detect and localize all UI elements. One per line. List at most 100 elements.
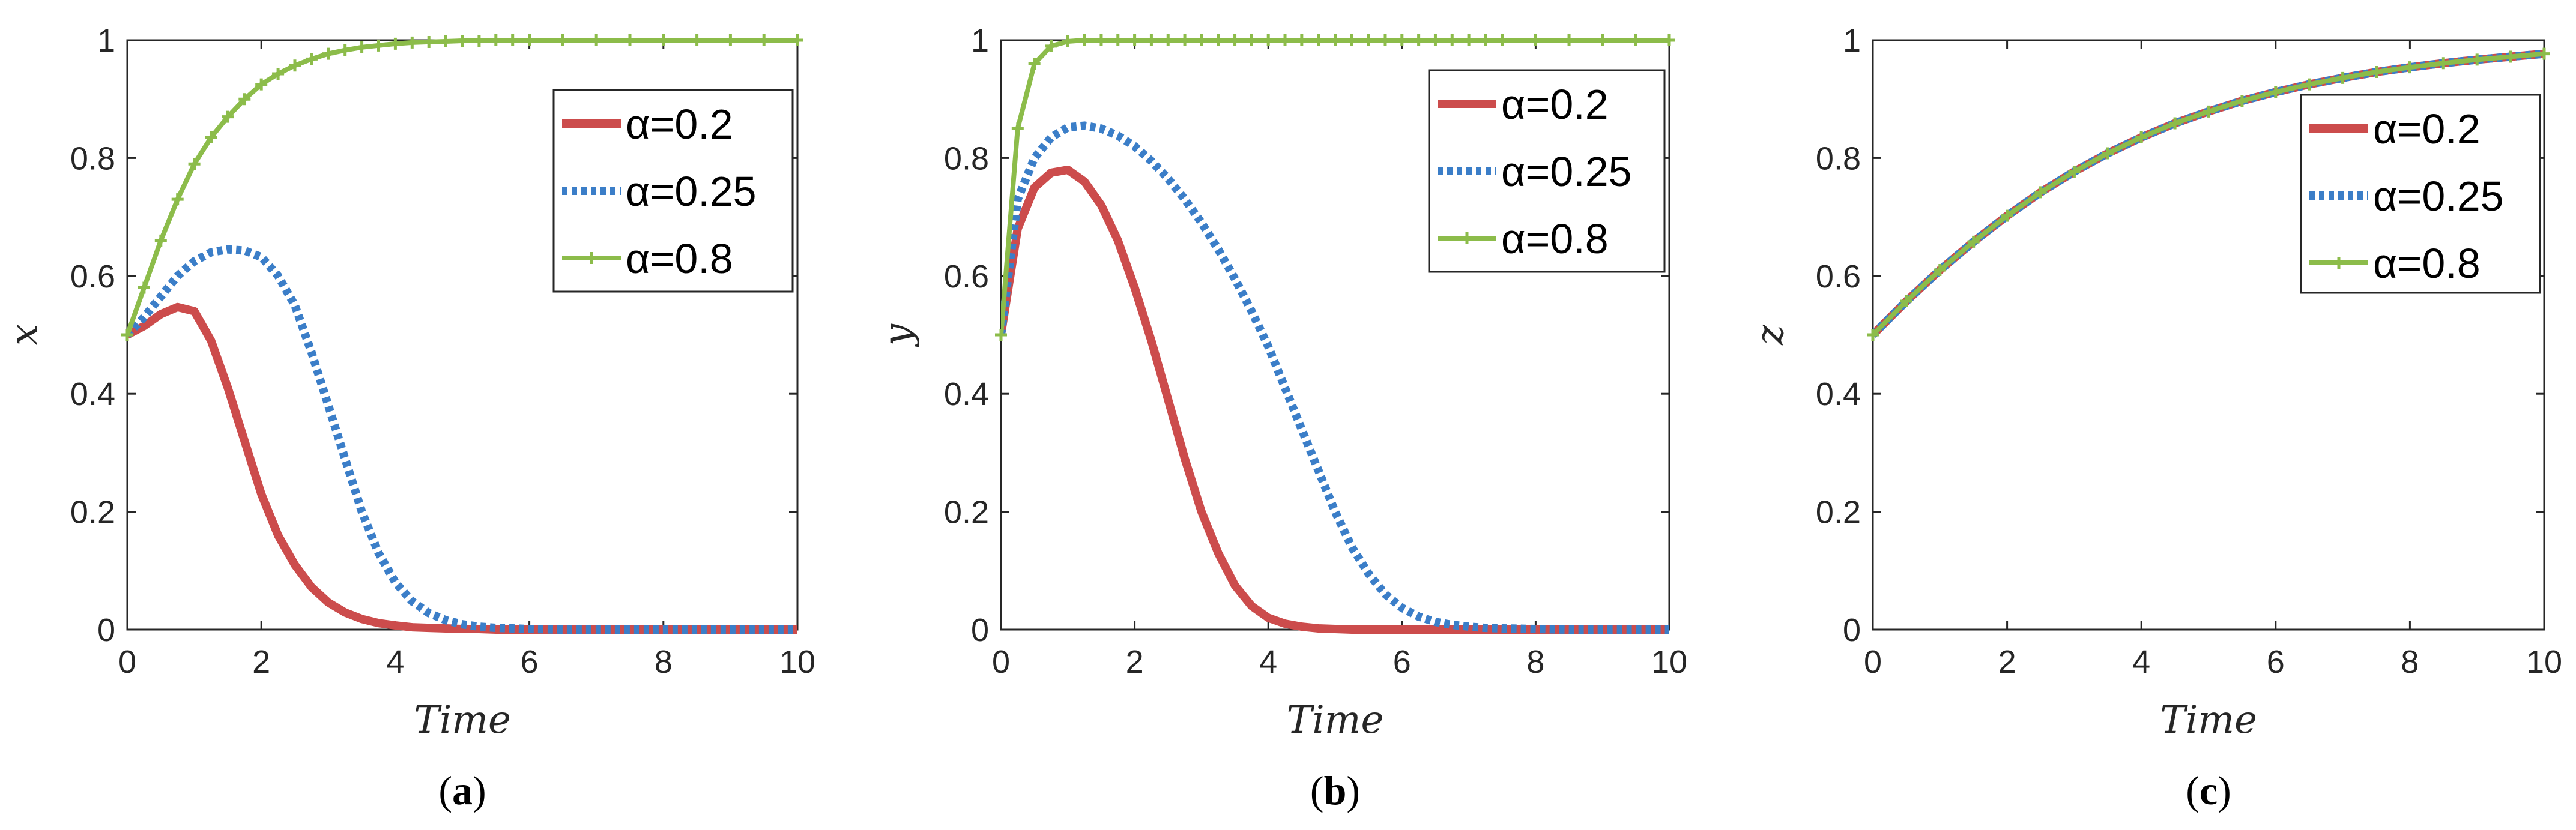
data-point-marker	[2538, 47, 2550, 60]
y-tick-label: 0.8	[944, 140, 989, 176]
data-point-marker	[205, 131, 217, 144]
data-point-marker	[2001, 209, 2013, 222]
data-point-marker	[1663, 34, 1675, 46]
x-tick-label: 4	[1259, 644, 1277, 680]
x-tick-label: 4	[386, 644, 404, 680]
data-point-marker	[2034, 186, 2047, 199]
x-tick-label: 0	[118, 644, 136, 680]
x-tick-label: 6	[521, 644, 539, 680]
caption-paren-open: (	[438, 768, 452, 813]
legend-label: α=0.25	[626, 168, 757, 215]
legend-label: α=0.8	[2373, 240, 2481, 287]
data-point-marker	[2437, 57, 2450, 70]
data-point-marker	[2068, 165, 2081, 178]
data-point-marker	[138, 281, 150, 294]
data-point-marker	[1329, 34, 1341, 46]
y-tick-label: 0	[1843, 612, 1861, 648]
panel-caption: (a)	[438, 768, 486, 813]
data-point-marker	[1496, 34, 1508, 46]
data-point-marker	[1463, 34, 1475, 46]
data-point-marker	[1162, 34, 1175, 46]
caption-letter: c	[2200, 768, 2218, 813]
data-point-marker	[2370, 66, 2383, 79]
x-tick-label: 8	[2401, 644, 2419, 680]
data-point-marker	[222, 110, 234, 123]
legend-label: α=0.25	[2373, 173, 2504, 220]
data-point-marker	[1412, 34, 1425, 46]
y-tick-label: 0.2	[1816, 495, 1861, 531]
data-point-marker	[1145, 34, 1158, 46]
data-point-marker	[473, 34, 485, 47]
data-point-marker	[1395, 34, 1408, 46]
data-point-marker	[1045, 40, 1057, 52]
data-point-marker	[1111, 34, 1124, 46]
legend-label: α=0.8	[626, 235, 733, 282]
data-point-marker	[1967, 235, 1980, 248]
data-point-marker	[995, 329, 1007, 341]
data-point-marker	[1179, 34, 1191, 46]
x-tick-label: 0	[1864, 644, 1882, 680]
x-tick-label: 8	[655, 644, 673, 680]
data-point-marker	[724, 34, 737, 46]
y-tick-label: 0.6	[1816, 259, 1861, 295]
caption-paren-open: (	[2186, 768, 2200, 813]
data-point-marker	[1900, 295, 1912, 308]
data-point-marker	[2203, 105, 2215, 118]
y-axis-label: x	[2, 324, 47, 346]
data-point-marker	[456, 34, 468, 47]
x-axis-label: Time	[414, 698, 511, 742]
data-point-marker	[272, 67, 285, 80]
data-point-marker	[1279, 34, 1292, 46]
data-point-marker	[372, 39, 385, 52]
data-point-marker	[1312, 34, 1325, 46]
data-point-marker	[1446, 34, 1459, 46]
data-point-marker	[339, 44, 351, 56]
data-point-marker	[1212, 34, 1224, 46]
legend: α=0.2 α=0.25 α=0.8	[2300, 94, 2541, 294]
x-tick-label: 10	[779, 644, 815, 680]
caption-letter: b	[1324, 768, 1347, 813]
panel-caption: (c)	[2186, 768, 2231, 813]
data-point-marker	[1095, 34, 1107, 46]
y-tick-label: 0.8	[70, 140, 115, 176]
data-point-marker	[1379, 34, 1391, 46]
data-point-marker	[1262, 34, 1275, 46]
data-point-marker	[691, 34, 703, 46]
x-tick-label: 6	[1393, 644, 1411, 680]
data-point-marker	[406, 36, 419, 49]
caption-paren-close: )	[473, 768, 486, 813]
data-point-marker	[389, 37, 402, 50]
legend-marker	[1461, 232, 1473, 244]
data-point-marker	[2169, 117, 2181, 130]
data-point-marker	[791, 34, 803, 46]
data-point-marker	[238, 93, 251, 106]
y-tick-label: 1	[1843, 23, 1861, 59]
panel-caption: (b)	[1310, 768, 1360, 813]
data-point-marker	[188, 158, 201, 170]
data-point-marker	[2102, 147, 2114, 160]
data-point-marker	[171, 193, 184, 206]
data-point-marker	[1028, 58, 1041, 70]
data-point-marker	[2236, 95, 2248, 107]
data-point-marker	[1362, 34, 1375, 46]
data-point-marker	[624, 34, 636, 46]
data-point-marker	[1563, 34, 1576, 46]
data-point-marker	[440, 35, 452, 47]
x-tick-label: 8	[1526, 644, 1544, 680]
y-tick-label: 0.4	[944, 376, 989, 412]
y-tick-label: 0.4	[1816, 376, 1861, 412]
data-point-marker	[1346, 34, 1358, 46]
legend: α=0.2 α=0.25 α=0.8	[1428, 69, 1666, 273]
data-point-marker	[657, 34, 670, 46]
series-line-red	[1001, 166, 1669, 634]
y-axis-label: y	[876, 323, 921, 347]
legend-label: α=0.2	[1501, 81, 1609, 128]
data-point-marker	[590, 34, 603, 46]
legend-label: α=0.8	[1501, 215, 1609, 262]
y-axis-label: z	[1748, 324, 1792, 346]
y-tick-label: 0	[971, 612, 989, 648]
y-tick-label: 0	[97, 612, 115, 648]
panel-a: 0 2 4 6 8 1000.20.40.60.81Timexα=0.2α=0.25α=0…	[2, 23, 815, 813]
data-point-marker	[1529, 34, 1542, 46]
